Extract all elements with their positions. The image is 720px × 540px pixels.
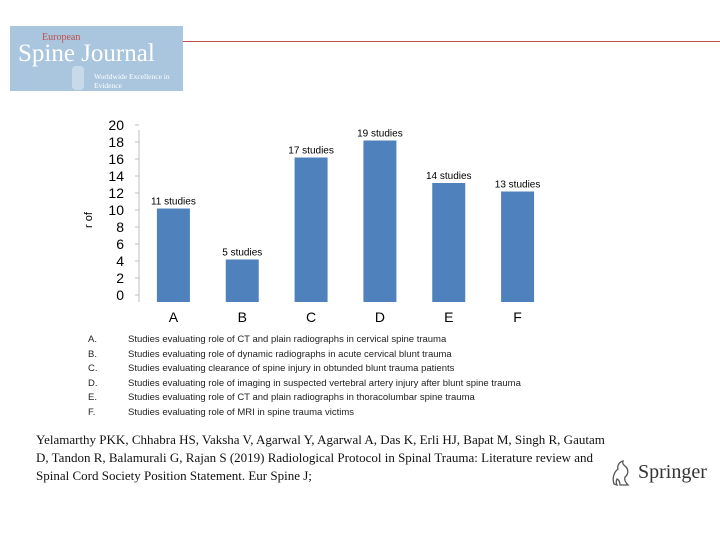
legend-row: A. Studies evaluating role of CT and plai… xyxy=(88,333,521,348)
category-legend: A. Studies evaluating role of CT and plai… xyxy=(88,333,521,421)
y-tick-label: 20 xyxy=(108,117,124,133)
legend-text: Studies evaluating role of CT and plain … xyxy=(128,334,447,345)
legend-text: Studies evaluating role of dynamic radio… xyxy=(128,348,452,360)
legend-key: C. xyxy=(88,363,98,375)
y-tick-label: 0 xyxy=(116,287,124,303)
y-tick-label: 18 xyxy=(108,134,124,150)
legend-text: Studies evaluating role of imaging in su… xyxy=(128,377,521,389)
bar-f xyxy=(501,191,535,302)
x-tick-label: F xyxy=(513,309,522,325)
y-tick-label: 8 xyxy=(116,219,124,235)
legend-key: F. xyxy=(88,406,96,418)
logo-title: Spine Journal xyxy=(18,40,155,67)
x-tick-label: E xyxy=(444,309,453,325)
data-label-e: 14 studies xyxy=(426,171,472,182)
bar-d xyxy=(363,140,397,302)
legend-row: E. Studies evaluating role of CT and plai… xyxy=(88,391,521,406)
y-tick-label: 14 xyxy=(108,168,124,184)
legend-row: D. Studies evaluating role of imaging in … xyxy=(88,377,521,392)
y-tick-label: 16 xyxy=(108,151,124,167)
bar-c xyxy=(294,157,328,302)
publisher-name: Springer xyxy=(638,461,707,483)
header-divider xyxy=(183,41,720,42)
y-axis-label: r of xyxy=(83,211,95,228)
bar-b xyxy=(225,259,259,302)
journal-logo: European Spine Journal Worldwide Excelle… xyxy=(10,26,183,91)
legend-text: Studies evaluating role of CT and plain … xyxy=(128,392,475,404)
data-label-f: 13 studies xyxy=(495,180,541,191)
legend-key: A. xyxy=(88,334,97,345)
x-tick-label: D xyxy=(375,309,385,325)
bar-a xyxy=(156,208,190,302)
data-label-c: 17 studies xyxy=(288,146,334,157)
data-label-a: 11 studies xyxy=(151,197,196,208)
legend-key: E. xyxy=(88,392,97,404)
x-tick-label: A xyxy=(169,309,179,325)
spine-graphic-icon xyxy=(72,66,84,90)
citation-text: Yelamarthy PKK, Chhabra HS, Vaksha V, Ag… xyxy=(36,432,605,483)
data-label-d: 19 studies xyxy=(357,129,403,140)
legend-row: B. Studies evaluating role of dynamic rad… xyxy=(88,348,521,363)
legend-text: Studies evaluating clearance of spine in… xyxy=(128,363,455,375)
x-tick-label: C xyxy=(306,309,316,325)
logo-tagline: Worldwide Excellence in Evidence xyxy=(94,72,170,90)
legend-key: D. xyxy=(88,377,98,389)
y-tick-label: 6 xyxy=(116,236,124,252)
y-tick-label: 12 xyxy=(108,185,124,201)
legend-text: Studies evaluating role of MRI in spine … xyxy=(128,406,354,418)
legend-row: C. Studies evaluating clearance of spine … xyxy=(88,362,521,377)
y-tick-label: 2 xyxy=(116,270,124,286)
x-tick-label: B xyxy=(238,309,247,325)
legend-row: F. Studies evaluating role of MRI in spin… xyxy=(88,406,521,421)
data-label-b: 5 studies xyxy=(222,248,262,259)
publisher-logo: Springer xyxy=(608,458,712,488)
logo-prefix: European xyxy=(42,32,81,43)
y-tick-label: 10 xyxy=(108,202,124,218)
legend-key: B. xyxy=(88,348,97,360)
springer-horse-icon xyxy=(612,460,630,487)
bar-e xyxy=(432,183,466,302)
y-tick-label: 4 xyxy=(116,253,124,269)
